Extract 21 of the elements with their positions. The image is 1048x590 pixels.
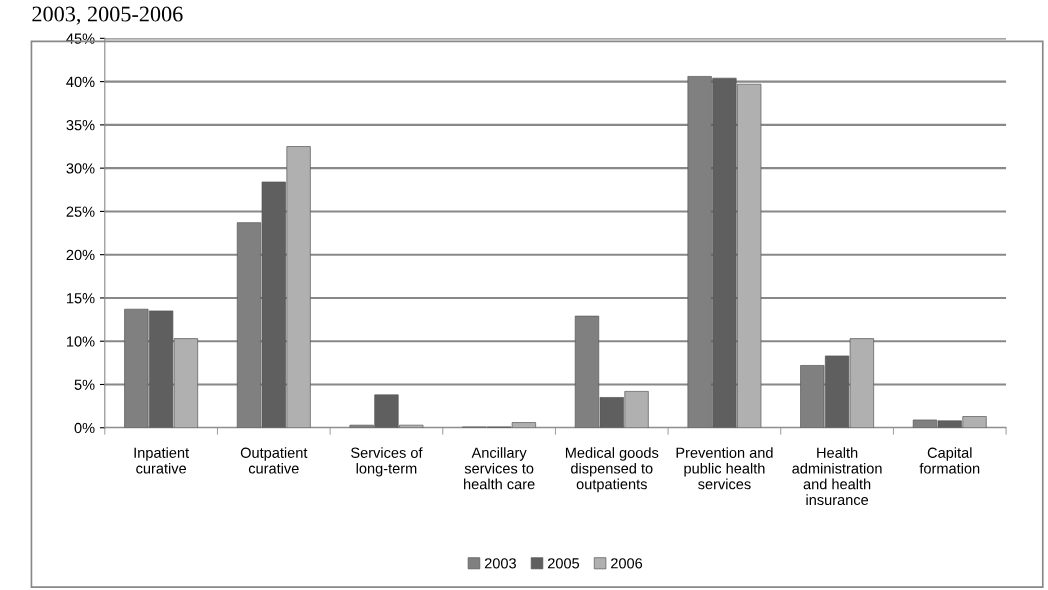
y-tick-label: 25% [66,206,95,217]
y-tick-label: 5% [74,379,95,390]
x-tick-label: Ancillary services to health care [464,447,535,490]
x-tick-label: Capital formation [919,447,980,474]
y-tick-label: 35% [66,119,95,131]
y-tick-label: 10% [67,336,95,347]
legend-label: 2003 [484,558,516,569]
y-tick-label: 15% [67,293,95,304]
x-tick-label: Medical goods dispensed to outpatients [565,447,659,493]
chart-title: 2003, 2005-2006 [32,6,183,25]
legend-label: 2005 [547,558,580,569]
x-tick-label: Inpatient curative [134,447,189,474]
y-tick-label: 0% [74,422,95,434]
x-tick-label: Prevention and public health services [676,447,773,490]
y-tick-label: 40% [66,76,95,88]
x-tick-label: Health administration and health insurance [792,447,882,506]
x-tick-label: Services of long-term [351,447,423,477]
x-tick-label: Outpatient curative [240,447,308,474]
y-tick-label: 20% [66,249,95,261]
y-tick-label: 30% [66,163,95,174]
legend-label: 2006 [611,558,643,569]
